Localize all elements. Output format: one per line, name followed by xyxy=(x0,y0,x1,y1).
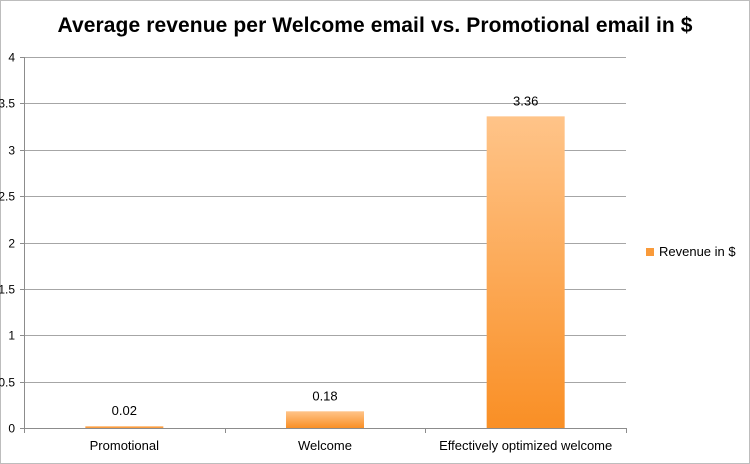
y-tick-label: 2.5 xyxy=(0,190,15,204)
data-label: 0.02 xyxy=(112,403,137,418)
x-category-label: Welcome xyxy=(298,438,352,453)
bar-effectively-optimized-welcome xyxy=(486,116,565,429)
y-tick-label: 0.5 xyxy=(0,376,15,390)
y-tick-label: 3 xyxy=(8,144,15,158)
legend-label: Revenue in $ xyxy=(659,244,736,259)
y-tick-label: 4 xyxy=(8,51,15,65)
legend-swatch xyxy=(646,247,654,256)
x-category-label: Promotional xyxy=(90,438,159,453)
data-label: 0.18 xyxy=(312,388,337,403)
y-tick-label: 0 xyxy=(8,422,15,436)
bar-welcome xyxy=(286,411,364,428)
y-tick-label: 2 xyxy=(8,237,15,251)
y-tick-label: 1.5 xyxy=(0,283,15,297)
x-category-label: Effectively optimized welcome xyxy=(439,438,612,453)
chart-title: Average revenue per Welcome email vs. Pr… xyxy=(57,14,693,37)
legend: Revenue in $ xyxy=(646,244,736,259)
y-tick-label: 3.5 xyxy=(0,97,15,111)
bar-promotional xyxy=(85,426,164,428)
data-label: 3.36 xyxy=(513,93,538,108)
y-tick-label: 1 xyxy=(8,329,15,343)
